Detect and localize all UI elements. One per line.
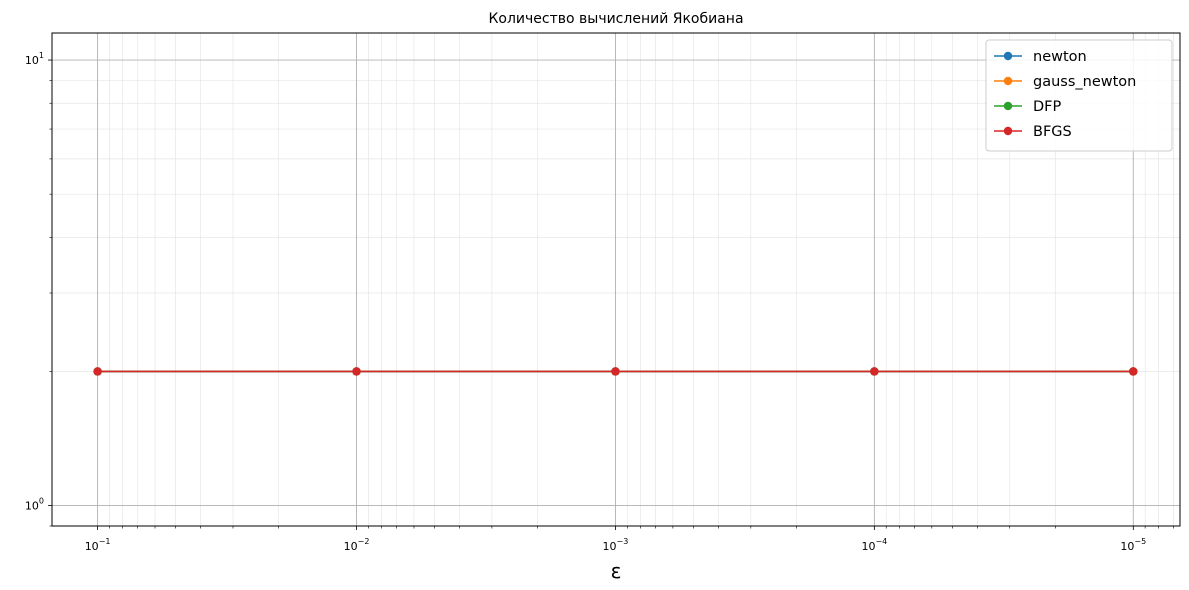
legend-entry: DFP: [994, 99, 1062, 115]
chart-title: Количество вычислений Якобиана: [488, 11, 743, 27]
legend-marker: [1003, 101, 1013, 111]
axis-ticks: [48, 59, 1174, 530]
series-BFGS: [93, 367, 1138, 376]
plot-frame: [51, 32, 1181, 527]
legend-entry: gauss_newton: [994, 74, 1136, 90]
data-point: [352, 367, 361, 376]
legend-marker: [1003, 126, 1013, 136]
x-tick-label: 10−2: [344, 537, 370, 553]
legend-label: BFGS: [1033, 124, 1072, 140]
legend-box: [985, 39, 1173, 152]
series-layer: [93, 367, 1138, 376]
y-tick-labels: 100 101: [25, 51, 44, 513]
legend-marker: [1003, 76, 1013, 86]
x-tick-label: 10−5: [1120, 537, 1146, 553]
data-point: [93, 367, 102, 376]
data-point: [1129, 367, 1138, 376]
legend-entry: newton: [994, 49, 1087, 65]
x-tick-labels: 10−1 10−2 10−3 10−4 10−5: [85, 537, 1146, 553]
x-tick-label: 10−4: [861, 537, 887, 553]
data-point: [870, 367, 879, 376]
x-tick-label: 10−1: [85, 537, 111, 553]
legend-label: DFP: [1033, 99, 1062, 115]
legend-entry: BFGS: [994, 124, 1072, 140]
legend: newton gauss_newton DFP BFGS: [985, 39, 1173, 152]
y-tick-label: 100: [25, 497, 44, 513]
legend-label: gauss_newton: [1033, 74, 1136, 90]
x-axis-label: ε: [611, 559, 622, 583]
legend-label: newton: [1033, 49, 1087, 65]
x-tick-label: 10−3: [603, 537, 629, 553]
legend-marker: [1003, 51, 1013, 61]
y-tick-label: 101: [25, 51, 44, 67]
data-point: [611, 367, 620, 376]
